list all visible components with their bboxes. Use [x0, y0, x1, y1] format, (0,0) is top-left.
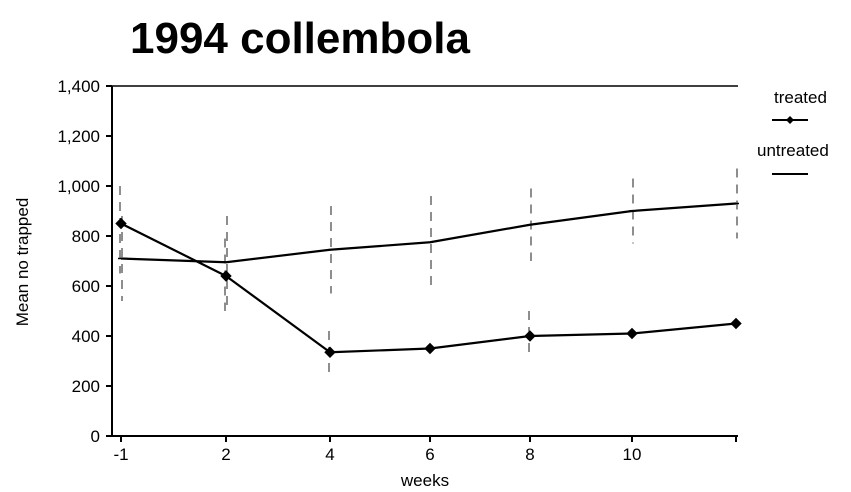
series-markers: [115, 202, 742, 358]
chart-title: 1994 collembola: [130, 14, 470, 63]
legend: treated untreated: [757, 88, 829, 175]
y-tick-label: 1,200: [57, 127, 100, 146]
data-point-treated: [730, 317, 742, 330]
y-tick-label: 800: [72, 227, 100, 246]
y-axis-label: Mean no trapped: [13, 198, 32, 327]
x-tick-label: -1: [113, 445, 128, 464]
data-point-treated: [626, 327, 638, 340]
legend-label-untreated: untreated: [757, 141, 829, 160]
y-tick-label: 0: [91, 427, 100, 446]
data-point-treated: [424, 342, 436, 355]
y-tick-label: 1,400: [57, 77, 100, 96]
x-tick-label: 4: [325, 445, 334, 464]
y-tick-label: 600: [72, 277, 100, 296]
x-tick-label: 2: [221, 445, 230, 464]
x-axis-ticks: -1 2 4 6 8 10: [113, 436, 737, 464]
series-line-untreated: [120, 202, 737, 264]
data-point-treated: [115, 217, 127, 230]
x-tick-label: 10: [623, 445, 642, 464]
x-tick-label: 8: [525, 445, 534, 464]
data-point-treated: [324, 346, 336, 358]
legend-label-treated: treated: [774, 88, 827, 107]
data-point-treated: [220, 270, 232, 282]
axes: [111, 85, 738, 437]
x-tick-label: 6: [425, 445, 434, 464]
series-lines: [120, 202, 737, 354]
data-point-treated: [524, 330, 536, 342]
y-tick-label: 200: [72, 377, 100, 396]
error-bars: [119, 168, 738, 374]
legend-marker-treated: [786, 116, 794, 124]
y-axis-ticks: 0 200 400 600 800 1,000 1,200 1,400: [57, 77, 112, 446]
y-tick-label: 400: [72, 327, 100, 346]
x-axis-label: weeks: [400, 471, 449, 490]
y-tick-label: 1,000: [57, 177, 100, 196]
